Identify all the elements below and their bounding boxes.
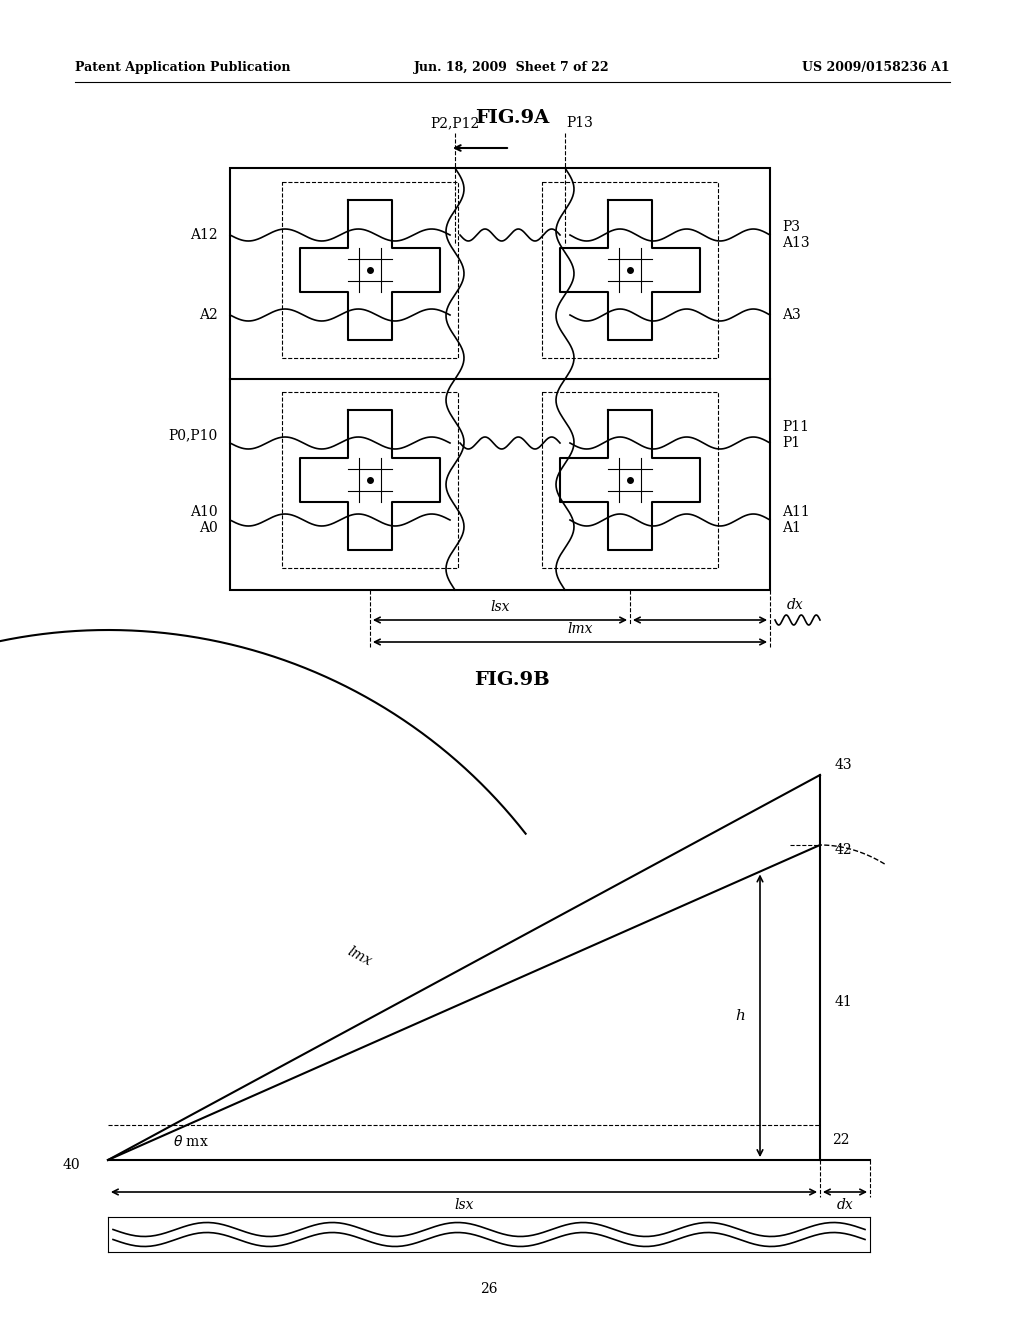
Text: lsx: lsx	[455, 1199, 474, 1212]
Bar	[282, 182, 458, 358]
Bar	[542, 392, 718, 568]
Text: 42: 42	[835, 843, 853, 857]
Text: 41: 41	[835, 995, 853, 1010]
Text: lmx: lmx	[567, 622, 593, 636]
Text: lmx: lmx	[345, 944, 375, 969]
Text: Jun. 18, 2009  Sheet 7 of 22: Jun. 18, 2009 Sheet 7 of 22	[414, 62, 610, 74]
Bar	[542, 182, 718, 358]
Text: FIG.9B: FIG.9B	[474, 671, 550, 689]
Text: FIG.9A: FIG.9A	[475, 110, 549, 127]
Text: 22: 22	[831, 1133, 850, 1147]
Text: dx: dx	[837, 1199, 853, 1212]
Text: P2,P12: P2,P12	[430, 116, 479, 129]
Text: P11: P11	[782, 420, 809, 434]
Text: lsx: lsx	[490, 601, 510, 614]
Text: A0: A0	[200, 521, 218, 535]
Text: A13: A13	[782, 236, 810, 249]
Text: US 2009/0158236 A1: US 2009/0158236 A1	[803, 62, 950, 74]
Text: 43: 43	[835, 758, 853, 772]
Text: A1: A1	[782, 521, 801, 535]
Bar	[282, 392, 458, 568]
Text: A11: A11	[782, 506, 810, 519]
Text: P13: P13	[566, 116, 594, 129]
Text: A12: A12	[190, 228, 218, 242]
Text: P0,P10: P0,P10	[169, 428, 218, 442]
Text: A2: A2	[200, 308, 218, 322]
Bar	[230, 168, 770, 590]
Text: A10: A10	[190, 506, 218, 519]
Text: dx: dx	[786, 598, 804, 612]
Text: $\theta$ mx: $\theta$ mx	[173, 1134, 209, 1150]
Text: P3: P3	[782, 220, 800, 234]
Text: 40: 40	[62, 1158, 80, 1172]
Text: h: h	[735, 1008, 745, 1023]
Text: Patent Application Publication: Patent Application Publication	[75, 62, 291, 74]
Text: P1: P1	[782, 436, 800, 450]
Text: 26: 26	[480, 1282, 498, 1296]
Text: A3: A3	[782, 308, 801, 322]
